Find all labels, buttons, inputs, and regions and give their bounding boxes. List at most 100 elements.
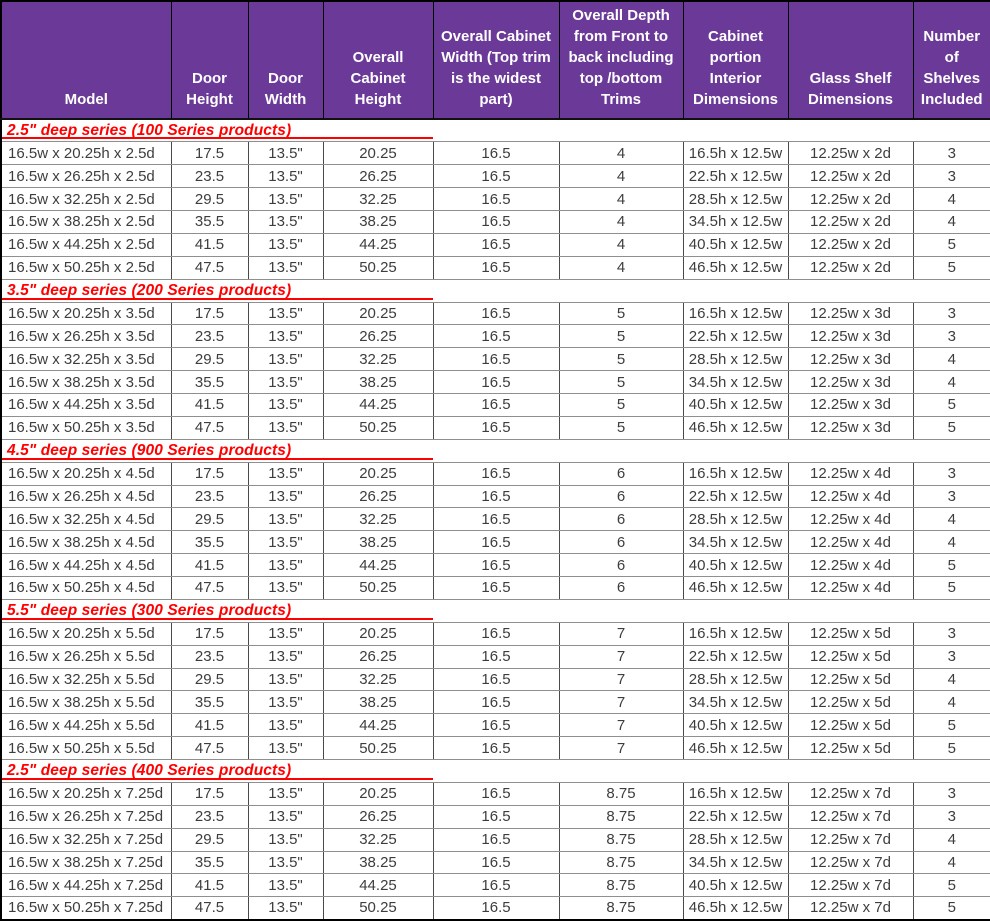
- value-cell: 35.5: [170, 690, 249, 715]
- model-cell: 16.5w x 44.25h x 7.25d: [0, 873, 172, 898]
- value-cell: 13.5": [247, 690, 324, 715]
- value-cell: 38.25: [322, 850, 434, 875]
- value-cell: 46.5h x 12.5w: [682, 415, 789, 440]
- value-cell: 4: [912, 667, 990, 692]
- value-cell: 16.5: [432, 347, 560, 372]
- value-cell: 16.5h x 12.5w: [682, 781, 789, 806]
- table-row: 16.5w x 26.25h x 3.5d 23.5 13.5" 26.25 16.5 5…: [0, 324, 990, 349]
- value-cell: 4: [558, 255, 684, 280]
- column-header-overall-cabinet-height: Overall Cabinet Height: [322, 0, 434, 120]
- value-cell: 12.25w x 2d: [787, 187, 914, 211]
- value-cell: 50.25: [322, 896, 434, 921]
- value-cell: 5: [912, 393, 990, 417]
- value-cell: 12.25w x 4d: [787, 507, 914, 532]
- model-cell: 16.5w x 20.25h x 2.5d: [0, 141, 172, 166]
- value-cell: 3: [912, 141, 990, 166]
- model-cell: 16.5w x 50.25h x 7.25d: [0, 896, 172, 921]
- value-cell: 16.5: [432, 553, 560, 577]
- value-cell: 5: [912, 896, 990, 921]
- value-cell: 20.25: [322, 621, 434, 646]
- table-row: 16.5w x 20.25h x 3.5d 17.5 13.5" 20.25 16.5 5…: [0, 301, 990, 326]
- value-cell: 17.5: [170, 621, 249, 646]
- value-cell: 12.25w x 4d: [787, 530, 914, 555]
- value-cell: 41.5: [170, 713, 249, 738]
- column-header-door-width: Door Width: [247, 0, 324, 120]
- value-cell: 16.5: [432, 301, 560, 326]
- value-cell: 3: [912, 804, 990, 829]
- column-header-cabinet-interior-dimensions: Cabinet portion Interior Dimensions: [682, 0, 789, 120]
- value-cell: 13.5": [247, 415, 324, 440]
- value-cell: 44.25: [322, 393, 434, 417]
- table-row: 16.5w x 26.25h x 5.5d 23.5 13.5" 26.25 16.5 7…: [0, 644, 990, 669]
- value-cell: 26.25: [322, 804, 434, 829]
- value-cell: 3: [912, 324, 990, 349]
- value-cell: 5: [912, 232, 990, 257]
- value-cell: 46.5h x 12.5w: [682, 896, 789, 921]
- section-title: 2.5" deep series (100 Series products): [7, 121, 292, 139]
- value-cell: 50.25: [322, 576, 434, 600]
- section-title: 5.5" deep series (300 Series products): [7, 601, 292, 619]
- value-cell: 3: [912, 644, 990, 669]
- table-row: 16.5w x 44.25h x 3.5d 41.5 13.5" 44.25 16.5 5…: [0, 393, 990, 417]
- value-cell: 16.5: [432, 873, 560, 898]
- column-header-model: Model: [0, 0, 172, 120]
- value-cell: 4: [912, 370, 990, 394]
- table-row: 16.5w x 32.25h x 7.25d 29.5 13.5" 32.25 16.5…: [0, 827, 990, 852]
- model-cell: 16.5w x 26.25h x 5.5d: [0, 644, 172, 669]
- value-cell: 17.5: [170, 781, 249, 806]
- value-cell: 28.5h x 12.5w: [682, 187, 789, 211]
- value-cell: 16.5: [432, 415, 560, 440]
- value-cell: 4: [558, 164, 684, 189]
- value-cell: 29.5: [170, 827, 249, 852]
- value-cell: 8.75: [558, 873, 684, 898]
- value-cell: 23.5: [170, 644, 249, 669]
- value-cell: 7: [558, 713, 684, 738]
- value-cell: 4: [912, 850, 990, 875]
- table-row: 16.5w x 44.25h x 2.5d 41.5 13.5" 44.25 16.5 4…: [0, 232, 990, 257]
- value-cell: 16.5: [432, 187, 560, 211]
- value-cell: 13.5": [247, 827, 324, 852]
- value-cell: 13.5": [247, 781, 324, 806]
- value-cell: 13.5": [247, 644, 324, 669]
- value-cell: 12.25w x 3d: [787, 370, 914, 394]
- value-cell: 16.5: [432, 507, 560, 532]
- value-cell: 16.5: [432, 850, 560, 875]
- value-cell: 17.5: [170, 141, 249, 166]
- value-cell: 35.5: [170, 370, 249, 394]
- model-cell: 16.5w x 50.25h x 2.5d: [0, 255, 172, 280]
- value-cell: 29.5: [170, 667, 249, 692]
- section-header-filler: [433, 438, 990, 463]
- value-cell: 5: [912, 576, 990, 600]
- model-cell: 16.5w x 38.25h x 4.5d: [0, 530, 172, 555]
- value-cell: 6: [558, 461, 684, 486]
- model-cell: 16.5w x 32.25h x 5.5d: [0, 667, 172, 692]
- section-title: 4.5" deep series (900 Series products): [7, 441, 292, 459]
- value-cell: 16.5: [432, 576, 560, 600]
- value-cell: 13.5": [247, 484, 324, 509]
- section-title-cell: 3.5" deep series (200 Series products): [1, 278, 433, 303]
- value-cell: 20.25: [322, 461, 434, 486]
- value-cell: 26.25: [322, 644, 434, 669]
- value-cell: 13.5": [247, 347, 324, 372]
- value-cell: 16.5: [432, 370, 560, 394]
- value-cell: 34.5h x 12.5w: [682, 530, 789, 555]
- value-cell: 12.25w x 7d: [787, 781, 914, 806]
- value-cell: 8.75: [558, 827, 684, 852]
- value-cell: 5: [912, 736, 990, 760]
- value-cell: 3: [912, 621, 990, 646]
- value-cell: 40.5h x 12.5w: [682, 713, 789, 738]
- value-cell: 13.5": [247, 324, 324, 349]
- value-cell: 16.5h x 12.5w: [682, 141, 789, 166]
- value-cell: 44.25: [322, 873, 434, 898]
- value-cell: 4: [912, 690, 990, 715]
- column-header-overall-depth: Overall Depth from Front to back includi…: [558, 0, 684, 120]
- value-cell: 12.25w x 7d: [787, 827, 914, 852]
- value-cell: 4: [558, 141, 684, 166]
- value-cell: 7: [558, 644, 684, 669]
- value-cell: 3: [912, 484, 990, 509]
- value-cell: 13.5": [247, 553, 324, 577]
- value-cell: 32.25: [322, 827, 434, 852]
- table-row: 16.5w x 38.25h x 7.25d 35.5 13.5" 38.25 16.5…: [0, 850, 990, 875]
- value-cell: 12.25w x 5d: [787, 644, 914, 669]
- model-cell: 16.5w x 44.25h x 2.5d: [0, 232, 172, 257]
